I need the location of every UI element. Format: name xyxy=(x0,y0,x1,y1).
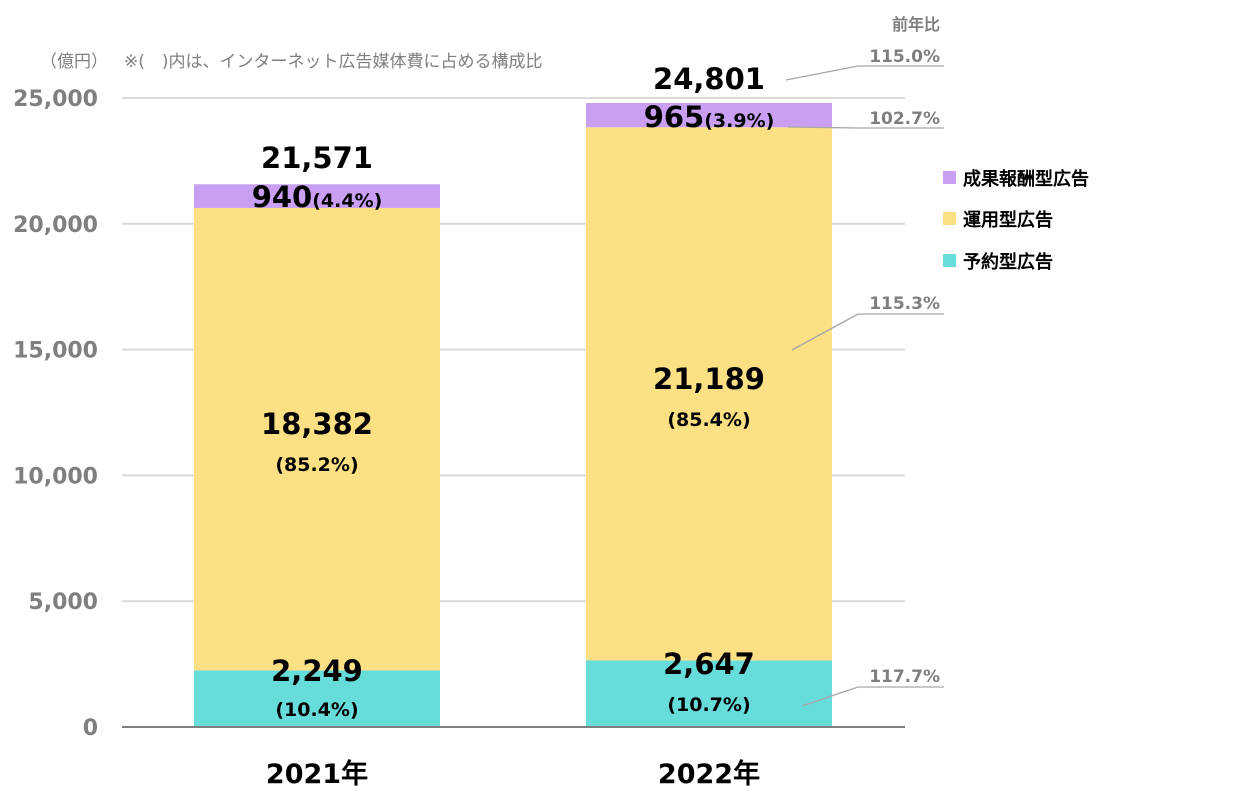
bar-segment xyxy=(586,103,832,128)
yoy-label: 102.7% xyxy=(869,109,940,129)
y-tick-label: 10,000 xyxy=(13,464,98,489)
y-tick-label: 15,000 xyxy=(13,339,98,364)
legend-label: 運用型広告 xyxy=(963,209,1053,231)
data-label-value: 18,382 xyxy=(261,407,373,441)
total-label: 24,801 xyxy=(653,62,765,96)
data-label-share: (10.4%) xyxy=(275,699,358,721)
legend-label: 予約型広告 xyxy=(963,251,1053,273)
data-label-share: (10.7%) xyxy=(667,694,750,716)
yoy-label: 117.7% xyxy=(869,667,940,687)
bar-segment xyxy=(586,127,832,661)
data-label-value: 2,249 xyxy=(271,654,363,688)
data-label-value: 965 xyxy=(644,100,705,134)
data-label-value: 21,189 xyxy=(653,362,765,396)
yoy-label: 115.3% xyxy=(869,294,940,314)
category-label: 2022年 xyxy=(658,758,760,790)
callout-leader xyxy=(787,126,859,129)
callout-leader xyxy=(785,65,859,81)
unit-label: （億円） xyxy=(40,52,108,72)
legend-swatch xyxy=(943,254,956,267)
bar-segment xyxy=(194,184,440,208)
legend-swatch xyxy=(943,171,956,184)
data-label-share: (85.2%) xyxy=(275,454,358,476)
y-tick-label: 25,000 xyxy=(13,87,98,112)
total-label: 21,571 xyxy=(261,141,373,175)
y-tick-label: 5,000 xyxy=(28,590,98,615)
note-text: ※( )内は、インターネット広告媒体費に占める構成比 xyxy=(124,52,543,72)
data-label-share: (3.9%) xyxy=(704,110,774,132)
data-label-share: (4.4%) xyxy=(312,190,382,212)
data-label-share: (85.4%) xyxy=(667,409,750,431)
y-tick-label: 0 xyxy=(83,716,98,741)
yoy-label: 115.0% xyxy=(869,47,940,67)
callout-leader xyxy=(801,686,859,707)
legend-swatch xyxy=(943,212,956,225)
yoy-header: 前年比 xyxy=(892,15,940,34)
legend-label: 成果報酬型広告 xyxy=(963,168,1089,190)
y-tick-label: 20,000 xyxy=(13,213,98,238)
bar-segment xyxy=(586,660,832,727)
data-label-top-segment: 940(4.4%) xyxy=(252,180,383,214)
callout-leader xyxy=(791,313,859,351)
category-label: 2021年 xyxy=(266,758,368,790)
bar-segment xyxy=(194,207,440,671)
data-label-value: 940 xyxy=(252,180,313,214)
bar-segment xyxy=(194,670,440,727)
data-label-top-segment: 965(3.9%) xyxy=(644,100,775,134)
data-label-value: 2,647 xyxy=(663,647,755,681)
